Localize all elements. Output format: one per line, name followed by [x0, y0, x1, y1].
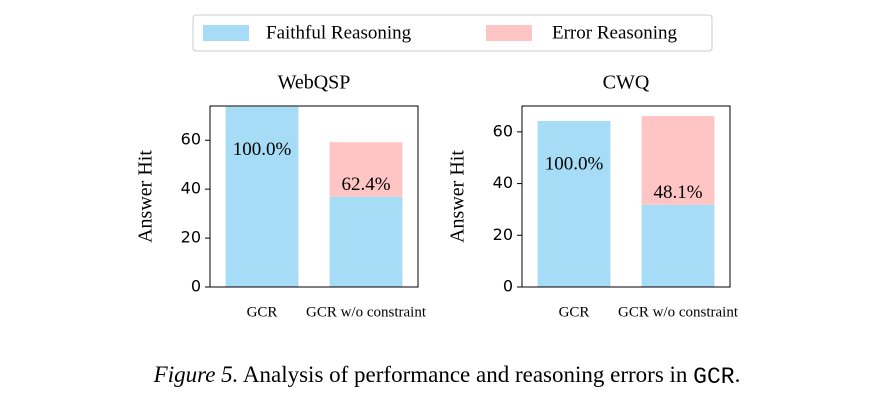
legend-box: [192, 14, 713, 52]
bar-segment: [641, 116, 715, 205]
plot-frame: [209, 105, 419, 288]
caption-end: .: [735, 362, 741, 387]
y-tick-label: 60: [493, 121, 513, 140]
y-axis-label: Answer Hit: [447, 150, 469, 243]
chart-title: WebQSP: [278, 72, 351, 94]
legend-label: Error Reasoning: [552, 22, 678, 43]
legend-swatch: [486, 25, 532, 41]
caption-code: GCR: [693, 364, 735, 390]
annotation: 48.1%: [653, 182, 702, 203]
x-tick-label: GCR: [247, 304, 278, 320]
y-tick-label: 0: [503, 277, 513, 296]
caption-label: Figure 5.: [153, 362, 239, 387]
legend-swatch: [203, 25, 249, 41]
legend-label: Faithful Reasoning: [266, 22, 412, 43]
x-tick-label: GCR w/o constraint: [306, 304, 427, 320]
x-tick-label: GCR: [559, 304, 590, 320]
plot-frame: [521, 105, 731, 288]
y-axis-label: Answer Hit: [135, 150, 157, 243]
y-tick-label: 40: [181, 179, 201, 198]
bar-segment: [537, 120, 611, 287]
y-tick-label: 40: [493, 173, 513, 192]
chart-title: CWQ: [603, 72, 650, 94]
annotation: 100.0%: [545, 153, 604, 174]
x-tick-label: GCR w/o constraint: [618, 304, 739, 320]
bar-segment: [641, 204, 715, 287]
y-tick-label: 20: [493, 225, 513, 244]
bar-segment: [329, 196, 403, 287]
bar-segment: [329, 142, 403, 197]
annotation: 100.0%: [233, 139, 292, 160]
caption: Figure 5. Analysis of performance and re…: [153, 362, 741, 390]
y-tick-label: 0: [191, 277, 201, 296]
annotation: 62.4%: [341, 174, 390, 195]
y-tick-label: 20: [181, 228, 201, 247]
caption-text: Analysis of performance and reasoning er…: [243, 362, 688, 387]
y-tick-label: 60: [181, 130, 201, 149]
bar-segment: [225, 106, 299, 287]
